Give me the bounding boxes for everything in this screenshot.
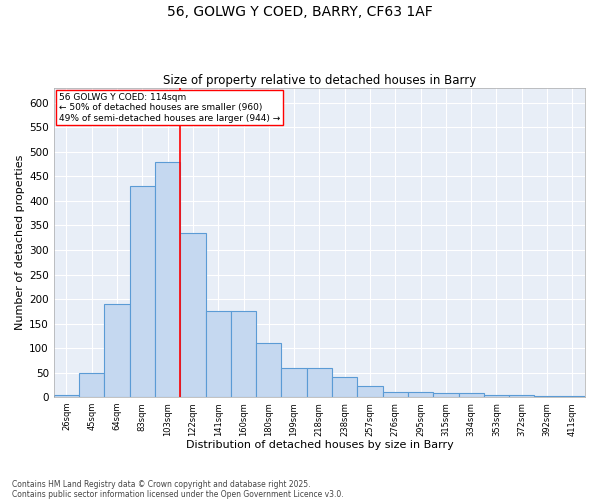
Text: 56, GOLWG Y COED, BARRY, CF63 1AF: 56, GOLWG Y COED, BARRY, CF63 1AF [167, 5, 433, 19]
Bar [130, 186, 155, 397]
Bar [281, 368, 307, 397]
Bar [180, 233, 206, 397]
Bar [408, 392, 433, 397]
Text: Contains HM Land Registry data © Crown copyright and database right 2025.
Contai: Contains HM Land Registry data © Crown c… [12, 480, 344, 499]
Bar [458, 393, 484, 397]
Bar [54, 394, 79, 397]
Bar [206, 312, 231, 397]
Bar [383, 392, 408, 397]
Bar [433, 393, 458, 397]
X-axis label: Distribution of detached houses by size in Barry: Distribution of detached houses by size … [185, 440, 453, 450]
Bar [560, 396, 585, 397]
Bar [332, 376, 358, 397]
Bar [231, 312, 256, 397]
Bar [104, 304, 130, 397]
Bar [358, 386, 383, 397]
Bar [256, 343, 281, 397]
Bar [79, 372, 104, 397]
Bar [307, 368, 332, 397]
Text: 56 GOLWG Y COED: 114sqm
← 50% of detached houses are smaller (960)
49% of semi-d: 56 GOLWG Y COED: 114sqm ← 50% of detache… [59, 93, 280, 122]
Bar [155, 162, 180, 397]
Y-axis label: Number of detached properties: Number of detached properties [15, 155, 25, 330]
Bar [484, 394, 509, 397]
Bar [509, 394, 535, 397]
Bar [535, 396, 560, 397]
Title: Size of property relative to detached houses in Barry: Size of property relative to detached ho… [163, 74, 476, 87]
